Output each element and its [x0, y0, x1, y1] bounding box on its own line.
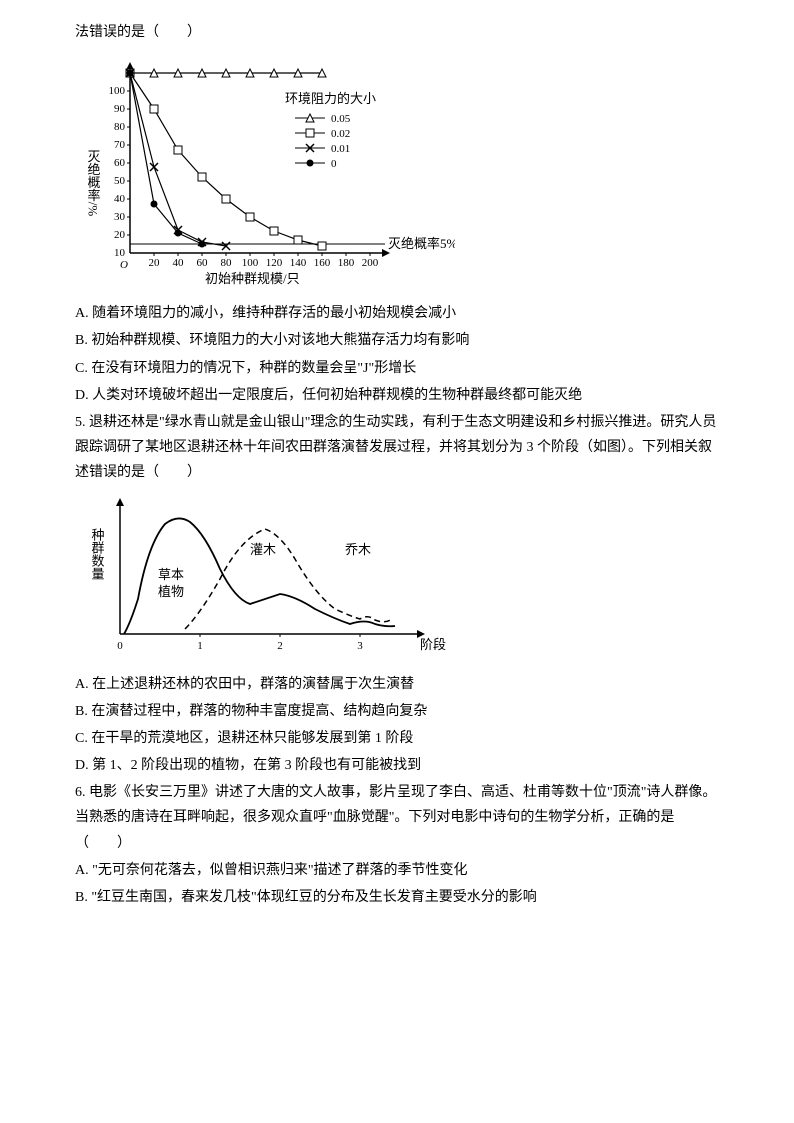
svg-text:环境阻力的大小: 环境阻力的大小	[285, 91, 376, 106]
svg-text:O: O	[120, 259, 128, 271]
svg-text:50: 50	[114, 175, 126, 187]
svg-text:140: 140	[290, 257, 307, 269]
svg-text:40: 40	[173, 257, 185, 269]
svg-text:160: 160	[314, 257, 331, 269]
svg-text:60: 60	[197, 257, 209, 269]
svg-text:100: 100	[242, 257, 259, 269]
svg-text:120: 120	[266, 257, 283, 269]
chart2-succession: 0 1 2 3 草本 植物 灌木 乔木 阶段 种群数量	[75, 494, 455, 664]
svg-text:0: 0	[331, 158, 337, 170]
svg-text:90: 90	[114, 103, 126, 115]
svg-text:0.01: 0.01	[331, 143, 350, 155]
q5-option-a: A. 在上述退耕还林的农田中，群落的演替属于次生演替	[75, 672, 719, 697]
svg-text:80: 80	[221, 257, 233, 269]
svg-text:植物: 植物	[158, 584, 184, 599]
svg-text:1: 1	[197, 640, 203, 652]
q6-option-a: A. "无可奈何花落去，似曾相识燕归来"描述了群落的季节性变化	[75, 858, 719, 883]
chart1-extinction: 10 20 30 40 50 60 70 80 90 100 20 40 60 …	[75, 53, 455, 293]
svg-text:灭绝概率/%: 灭绝概率/%	[86, 150, 101, 217]
q5-option-c: C. 在干旱的荒漠地区，退耕还林只能够发展到第 1 阶段	[75, 726, 719, 751]
svg-text:100: 100	[109, 85, 126, 97]
svg-text:乔木: 乔木	[345, 542, 371, 557]
q5-option-d: D. 第 1、2 阶段出现的植物，在第 3 阶段也有可能被找到	[75, 753, 719, 778]
q4-intro: 法错误的是（ ）	[75, 20, 719, 45]
svg-text:70: 70	[114, 139, 126, 151]
q4-option-b: B. 初始种群规模、环境阻力的大小对该地大熊猫存活力均有影响	[75, 328, 719, 353]
svg-text:30: 30	[114, 211, 126, 223]
svg-text:40: 40	[114, 193, 126, 205]
svg-text:2: 2	[277, 640, 283, 652]
svg-text:20: 20	[114, 229, 126, 241]
svg-text:初始种群规模/只: 初始种群规模/只	[205, 271, 300, 286]
q4-option-c: C. 在没有环境阻力的情况下，种群的数量会呈"J"形增长	[75, 356, 719, 381]
svg-text:灌木: 灌木	[250, 542, 276, 557]
q5-option-b: B. 在演替过程中，群落的物种丰富度提高、结构趋向复杂	[75, 699, 719, 724]
svg-text:草本: 草本	[158, 567, 184, 582]
svg-text:60: 60	[114, 157, 126, 169]
q5-stem: 5. 退耕还林是"绿水青山就是金山银山"理念的生动实践，有利于生态文明建设和乡村…	[75, 410, 719, 486]
svg-text:阶段: 阶段	[420, 637, 446, 652]
svg-text:200: 200	[362, 257, 379, 269]
svg-text:3: 3	[357, 640, 363, 652]
svg-text:0.02: 0.02	[331, 128, 350, 140]
svg-text:80: 80	[114, 121, 126, 133]
q6-stem: 6. 电影《长安三万里》讲述了大唐的文人故事，影片呈现了李白、高适、杜甫等数十位…	[75, 780, 719, 856]
svg-text:灭绝概率5%: 灭绝概率5%	[388, 236, 455, 251]
svg-text:0: 0	[117, 640, 123, 652]
svg-text:180: 180	[338, 257, 355, 269]
svg-text:种群数量: 种群数量	[90, 528, 105, 580]
svg-text:0.05: 0.05	[331, 113, 351, 125]
q6-option-b: B. "红豆生南国，春来发几枝"体现红豆的分布及生长发育主要受水分的影响	[75, 885, 719, 910]
q4-option-d: D. 人类对环境破坏超出一定限度后，任何初始种群规模的生物种群最终都可能灭绝	[75, 383, 719, 408]
svg-text:10: 10	[114, 247, 126, 259]
svg-text:20: 20	[149, 257, 161, 269]
q4-option-a: A. 随着环境阻力的减小，维持种群存活的最小初始规模会减小	[75, 301, 719, 326]
